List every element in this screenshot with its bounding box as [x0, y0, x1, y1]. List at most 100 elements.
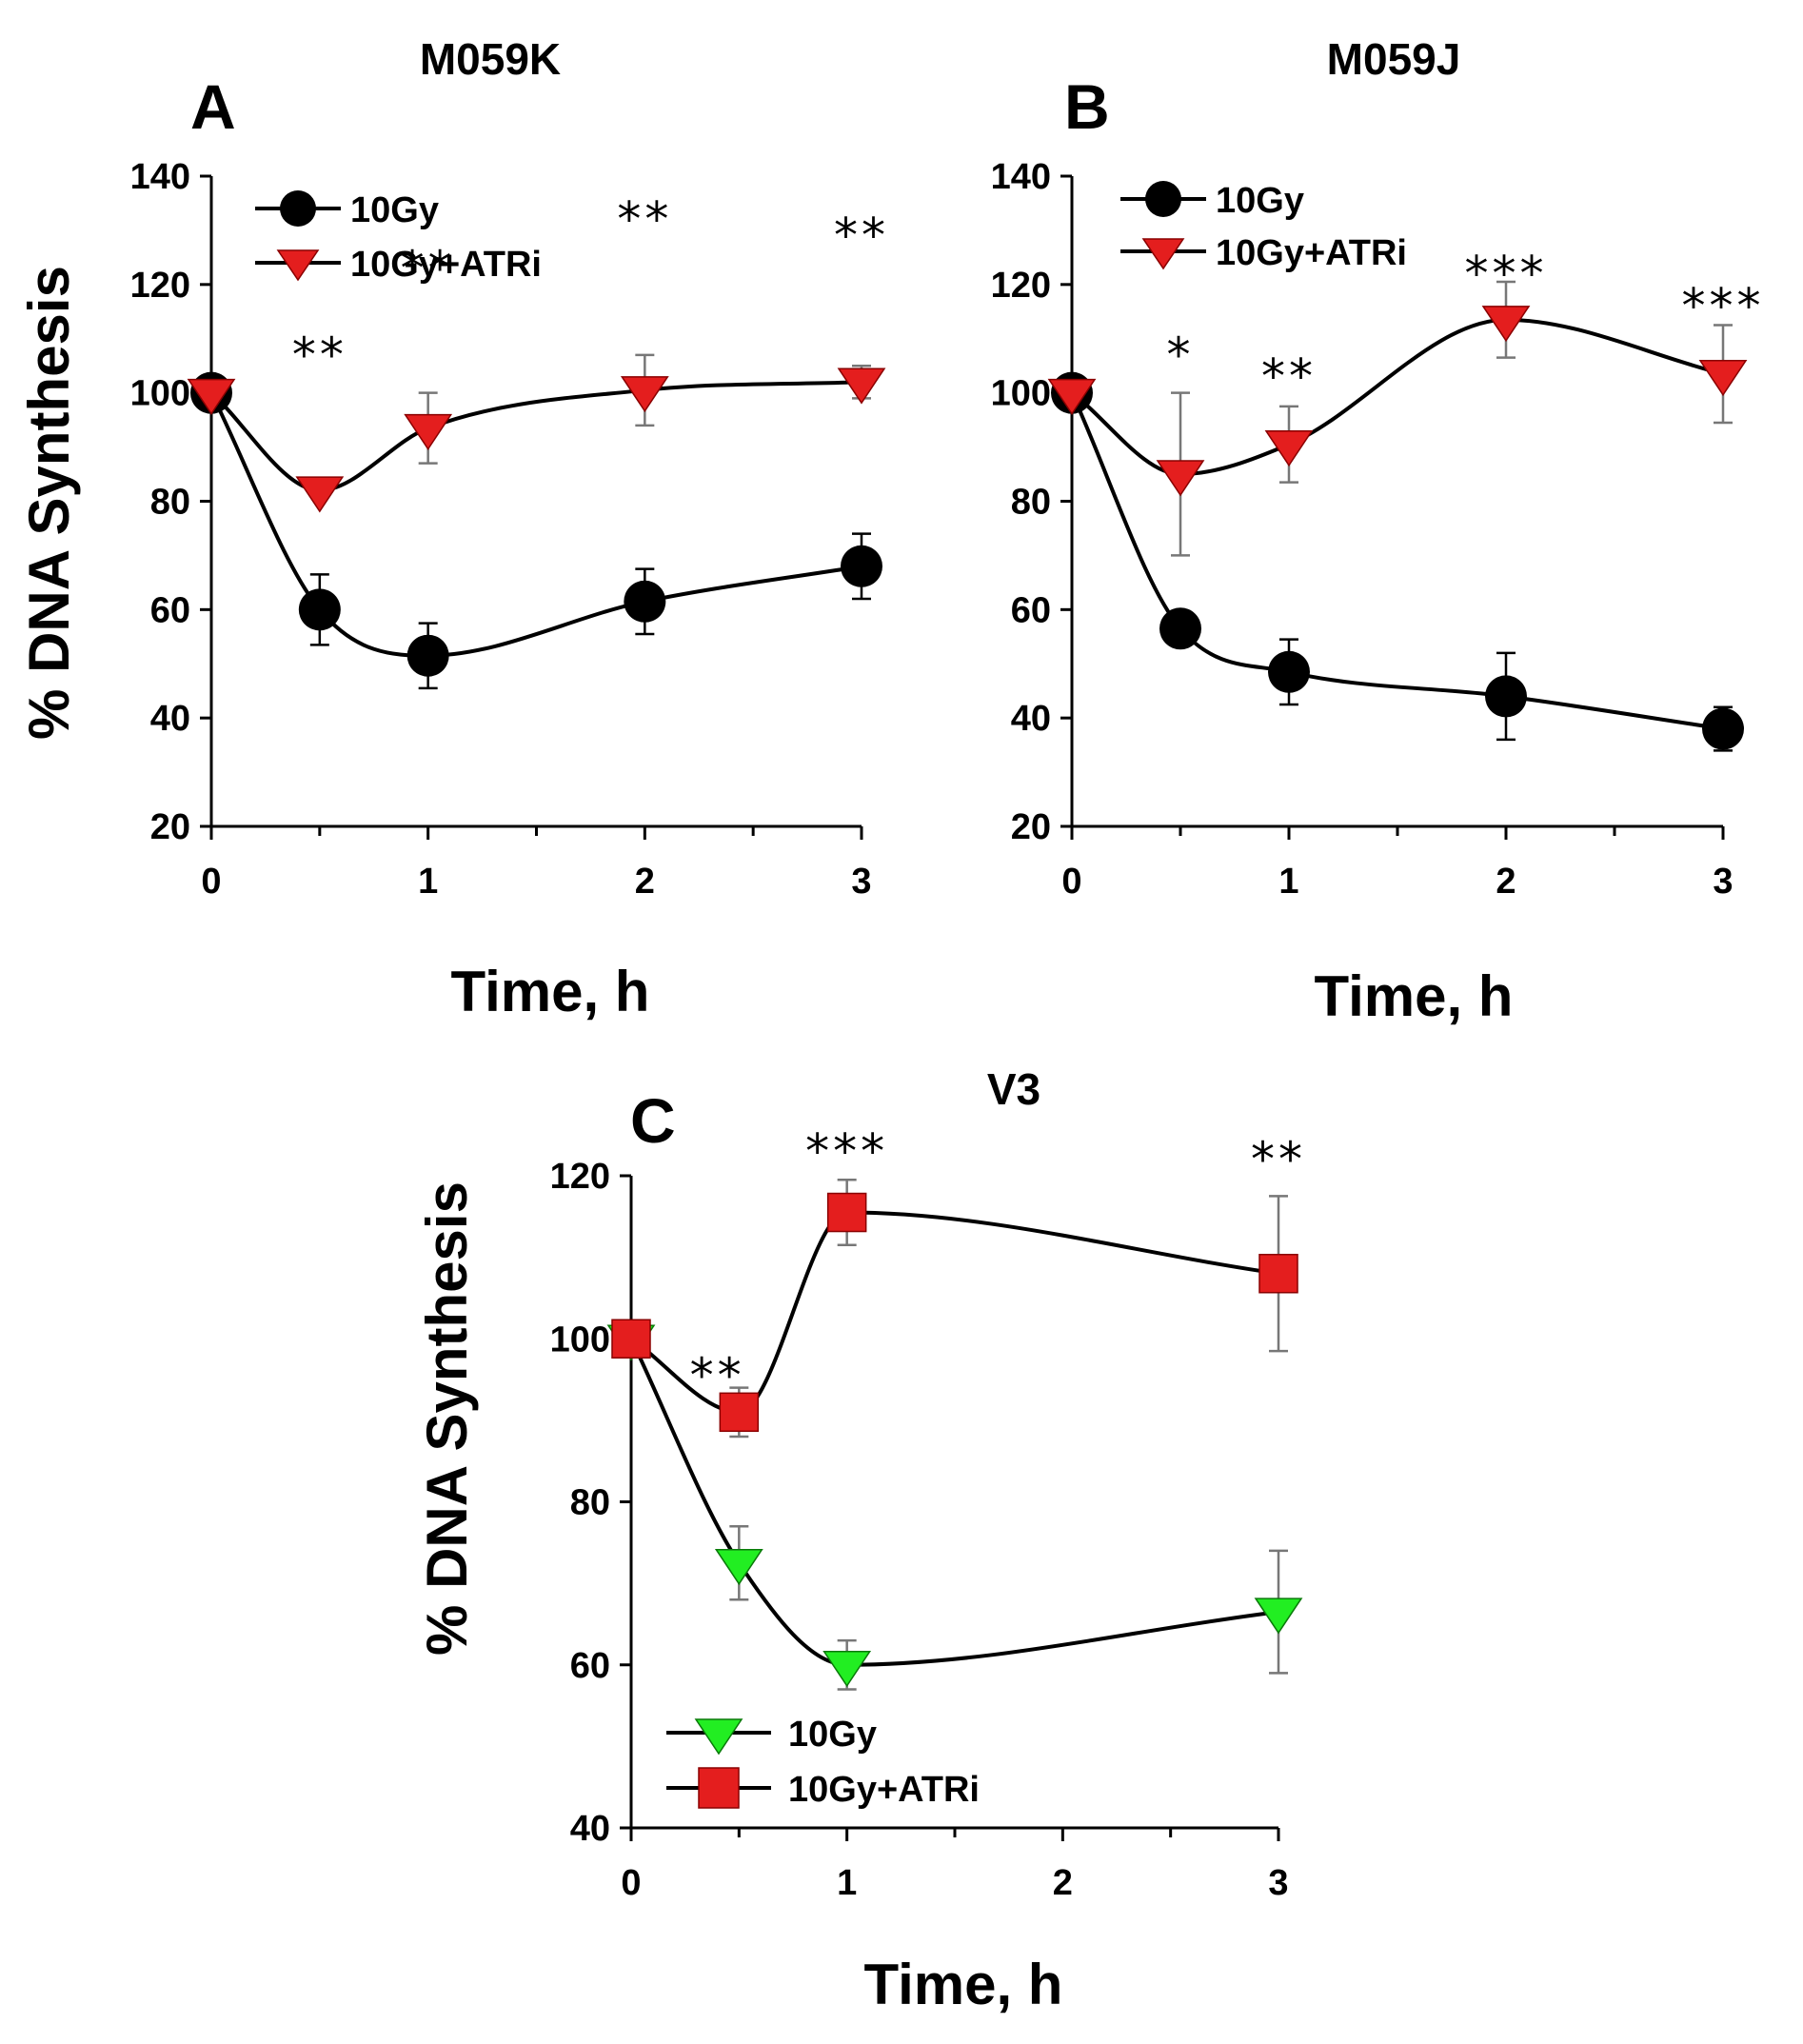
panel-a: A M059K Time, h % DNA Synthesis 20406080… [17, 34, 889, 1023]
x-tick-label: 3 [851, 862, 871, 902]
panel-b-x-axis-title: Time, h [1315, 964, 1514, 1028]
x-tick-label: 3 [1713, 862, 1733, 902]
y-tick-label: 40 [1011, 699, 1051, 739]
y-tick-label: 120 [130, 266, 190, 306]
panel-c-x-axis-title: Time, h [864, 1953, 1063, 2016]
triangle-marker [620, 376, 669, 413]
circle-marker [841, 545, 882, 587]
legend-circle-marker [280, 190, 316, 227]
legend-label: 10Gy [350, 190, 439, 230]
panel-a-letter: A [190, 71, 236, 142]
panel-a-markers [187, 367, 886, 677]
panel-b-axes: 20 40 60 80 100 120 140 0 1 2 3 [991, 157, 1734, 902]
x-tick-label: 0 [201, 862, 221, 902]
square-marker [611, 1319, 651, 1359]
y-tick-label: 40 [570, 1809, 610, 1849]
series-curve [1070, 391, 1724, 731]
legend-circle-marker [1145, 181, 1181, 217]
panel-a-x-axis-title: Time, h [451, 960, 650, 1023]
significance-label: *** [805, 1123, 888, 1179]
panel-c-title: V3 [987, 1064, 1040, 1114]
legend-triangle-marker [1141, 238, 1185, 270]
triangle-marker [1481, 306, 1531, 343]
legend-triangle-marker [276, 249, 320, 282]
y-tick-label: 80 [570, 1483, 610, 1523]
series-curve [629, 1210, 1279, 1415]
significance-label: ** [834, 208, 889, 264]
y-tick-label: 80 [150, 483, 190, 523]
triangle-marker [1156, 460, 1205, 497]
triangle-marker [822, 1651, 872, 1688]
y-tick-label: 120 [991, 266, 1051, 306]
y-tick-label: 40 [150, 699, 190, 739]
y-tick-label: 60 [1011, 590, 1051, 630]
circle-marker [1702, 707, 1744, 750]
panel-c-legend: 10Gy 10Gy+ATRi [666, 1715, 980, 1810]
panel-b-letter: B [1064, 71, 1110, 142]
x-tick-label: 2 [635, 862, 655, 902]
significance-label: ** [1251, 1132, 1306, 1187]
y-tick-label: 140 [130, 157, 190, 197]
panel-b-significance: * ******** [1167, 247, 1765, 405]
legend-label: 10Gy [788, 1715, 877, 1755]
triangle-marker [837, 367, 886, 405]
panel-c-curves [629, 1210, 1279, 1667]
legend-label: 10Gy+ATRi [1216, 233, 1407, 273]
y-tick-label: 60 [150, 590, 190, 630]
panel-b-title: M059J [1327, 34, 1461, 84]
panel-c-significance: ***** ** [690, 1123, 1306, 1403]
x-tick-label: 1 [837, 1863, 857, 1903]
legend-label: 10Gy+ATRi [788, 1770, 980, 1810]
triangle-marker [1254, 1597, 1303, 1635]
legend-square-marker [698, 1767, 740, 1809]
x-tick-label: 0 [1061, 862, 1081, 902]
legend-triangle-marker [694, 1718, 743, 1756]
circle-marker [1485, 675, 1527, 718]
series-curve [209, 380, 862, 493]
legend-label: 10Gy [1216, 181, 1304, 221]
panel-a-error-bars [309, 353, 871, 690]
significance-label: * [1167, 327, 1195, 383]
y-tick-label: 140 [991, 157, 1051, 197]
y-tick-label: 80 [1011, 483, 1051, 523]
panel-c-letter: C [630, 1085, 676, 1156]
y-tick-label: 20 [150, 807, 190, 847]
significance-label: *** [1465, 247, 1548, 302]
x-tick-label: 1 [418, 862, 438, 902]
legend-label: 10Gy+ATRi [350, 245, 542, 285]
square-marker [826, 1192, 867, 1233]
triangle-marker [1698, 359, 1748, 397]
triangle-marker [1047, 378, 1097, 416]
panel-c-markers [606, 1192, 1303, 1688]
y-tick-label: 20 [1011, 807, 1051, 847]
significance-label: ** [1261, 349, 1317, 405]
x-tick-label: 3 [1268, 1863, 1288, 1903]
series-curve [629, 1338, 1279, 1667]
y-tick-label: 60 [570, 1646, 610, 1686]
y-tick-label: 100 [991, 374, 1051, 414]
significance-label: ** [690, 1348, 745, 1403]
triangle-marker [1264, 429, 1314, 467]
triangle-marker [187, 378, 236, 416]
panel-c-y-axis-title: % DNA Synthesis [415, 1181, 479, 1656]
circle-marker [298, 588, 341, 631]
panel-b-legend: 10Gy 10Gy+ATRi [1120, 181, 1407, 273]
panel-c: C V3 Time, h % DNA Synthesis 40 60 80 100 12… [415, 1064, 1306, 2016]
panel-a-significance: ** ** ** ** [292, 192, 889, 383]
triangle-marker [714, 1548, 763, 1586]
x-tick-label: 1 [1278, 862, 1298, 902]
x-tick-label: 0 [621, 1863, 641, 1903]
y-tick-label: 100 [550, 1320, 610, 1359]
significance-label: *** [1682, 279, 1765, 334]
panel-a-title: M059K [420, 34, 561, 84]
significance-label: ** [292, 327, 347, 383]
square-marker [719, 1392, 760, 1433]
circle-marker [1268, 650, 1310, 693]
panel-a-legend: 10Gy 10Gy+ATRi [255, 190, 542, 285]
y-tick-label: 120 [550, 1157, 610, 1197]
circle-marker [406, 634, 449, 677]
circle-marker [1159, 607, 1201, 650]
panel-a-axes: 20 40 60 80 100 120 140 0 1 2 3 [130, 157, 872, 902]
